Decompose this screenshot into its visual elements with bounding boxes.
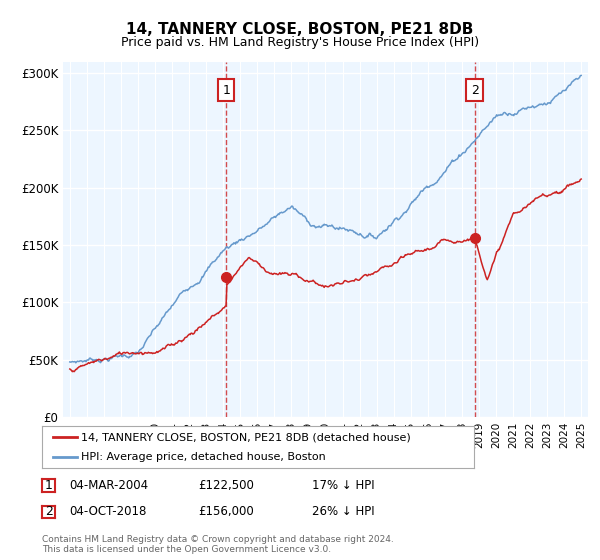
Text: 2: 2 — [44, 505, 53, 519]
Bar — [521, 62, 539, 417]
Bar — [351, 62, 368, 417]
Bar — [79, 62, 95, 417]
Text: Price paid vs. HM Land Registry's House Price Index (HPI): Price paid vs. HM Land Registry's House … — [121, 36, 479, 49]
Bar — [146, 62, 164, 417]
Bar — [215, 62, 232, 417]
Bar — [197, 62, 215, 417]
Text: 17% ↓ HPI: 17% ↓ HPI — [312, 479, 374, 492]
Bar — [317, 62, 334, 417]
Bar — [385, 62, 402, 417]
Text: 14, TANNERY CLOSE, BOSTON, PE21 8DB: 14, TANNERY CLOSE, BOSTON, PE21 8DB — [127, 22, 473, 38]
Bar — [300, 62, 317, 417]
Text: £156,000: £156,000 — [198, 505, 254, 519]
Text: 1: 1 — [44, 479, 53, 492]
Bar — [454, 62, 470, 417]
Text: 04-OCT-2018: 04-OCT-2018 — [69, 505, 146, 519]
Bar — [368, 62, 385, 417]
Text: £122,500: £122,500 — [198, 479, 254, 492]
Bar — [402, 62, 419, 417]
Bar — [334, 62, 351, 417]
Bar — [112, 62, 130, 417]
Bar — [266, 62, 283, 417]
Bar — [249, 62, 266, 417]
Bar — [487, 62, 505, 417]
Bar — [556, 62, 572, 417]
Bar — [572, 62, 590, 417]
Bar — [470, 62, 487, 417]
Text: 2: 2 — [471, 84, 479, 97]
Text: 26% ↓ HPI: 26% ↓ HPI — [312, 505, 374, 519]
Bar — [232, 62, 249, 417]
Bar — [164, 62, 181, 417]
Bar — [436, 62, 454, 417]
Bar — [505, 62, 521, 417]
Text: HPI: Average price, detached house, Boston: HPI: Average price, detached house, Bost… — [81, 452, 326, 461]
Bar — [283, 62, 300, 417]
Text: 04-MAR-2004: 04-MAR-2004 — [69, 479, 148, 492]
Text: 14, TANNERY CLOSE, BOSTON, PE21 8DB (detached house): 14, TANNERY CLOSE, BOSTON, PE21 8DB (det… — [81, 432, 410, 442]
Bar — [539, 62, 556, 417]
Text: Contains HM Land Registry data © Crown copyright and database right 2024.
This d: Contains HM Land Registry data © Crown c… — [42, 535, 394, 554]
Bar — [130, 62, 146, 417]
Bar — [95, 62, 112, 417]
Text: 1: 1 — [222, 84, 230, 97]
Bar — [419, 62, 436, 417]
Bar — [181, 62, 197, 417]
Bar — [61, 62, 79, 417]
